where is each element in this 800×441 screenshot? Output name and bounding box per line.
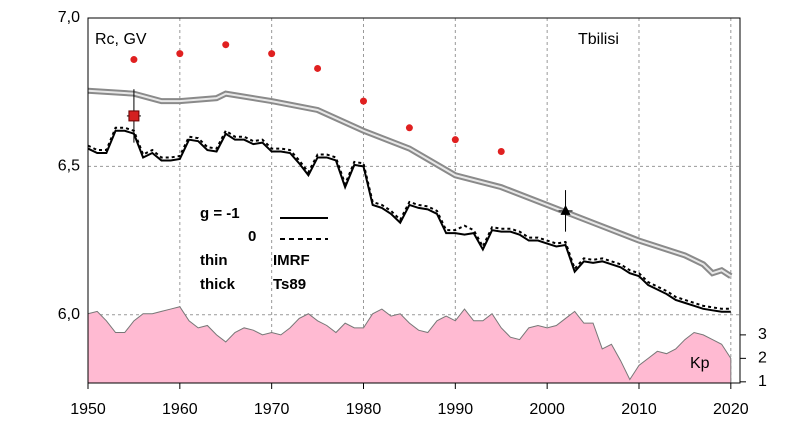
legend-label: g = -1 <box>200 205 240 222</box>
y2-tick-label: 1 <box>758 373 767 390</box>
y2-tick-label: 2 <box>758 350 767 367</box>
y2-axis-label: Kp <box>690 355 710 372</box>
point <box>359 97 367 105</box>
rc-band-core <box>87 89 732 278</box>
rc-line <box>87 129 731 313</box>
legend-label: IMRF <box>273 252 310 269</box>
legend-label: 0 <box>248 228 256 245</box>
point <box>130 56 138 64</box>
legend-label: thick <box>200 276 236 293</box>
x-tick-label: 1980 <box>346 401 382 418</box>
y-tick-label: 7,0 <box>58 9 80 26</box>
x-tick-label: 1970 <box>254 401 290 418</box>
point <box>268 50 276 58</box>
y2-tick-label: 3 <box>758 326 767 343</box>
kp-area <box>87 306 732 384</box>
point <box>314 64 322 72</box>
x-tick-label: 2020 <box>713 401 749 418</box>
point <box>405 124 413 132</box>
y-tick-label: 6,0 <box>58 306 80 323</box>
chart-title: Tbilisi <box>578 31 619 48</box>
y-axis-label: Rc, GV <box>95 31 147 48</box>
x-tick-label: 1960 <box>162 401 198 418</box>
point <box>497 148 505 156</box>
point <box>176 50 184 58</box>
x-tick-label: 2010 <box>621 401 657 418</box>
square-marker <box>128 110 140 122</box>
point <box>222 41 230 49</box>
triangle-marker <box>560 204 571 215</box>
rc-line-dotted <box>87 126 731 310</box>
plot-frame <box>87 17 741 384</box>
x-tick-label: 2000 <box>529 401 565 418</box>
point <box>451 136 459 144</box>
legend-label: thin <box>200 252 228 269</box>
x-tick-label: 1990 <box>438 401 474 418</box>
x-tick-label: 1950 <box>70 401 106 418</box>
y-tick-label: 6,5 <box>58 158 80 175</box>
legend-label: Ts89 <box>273 276 306 293</box>
